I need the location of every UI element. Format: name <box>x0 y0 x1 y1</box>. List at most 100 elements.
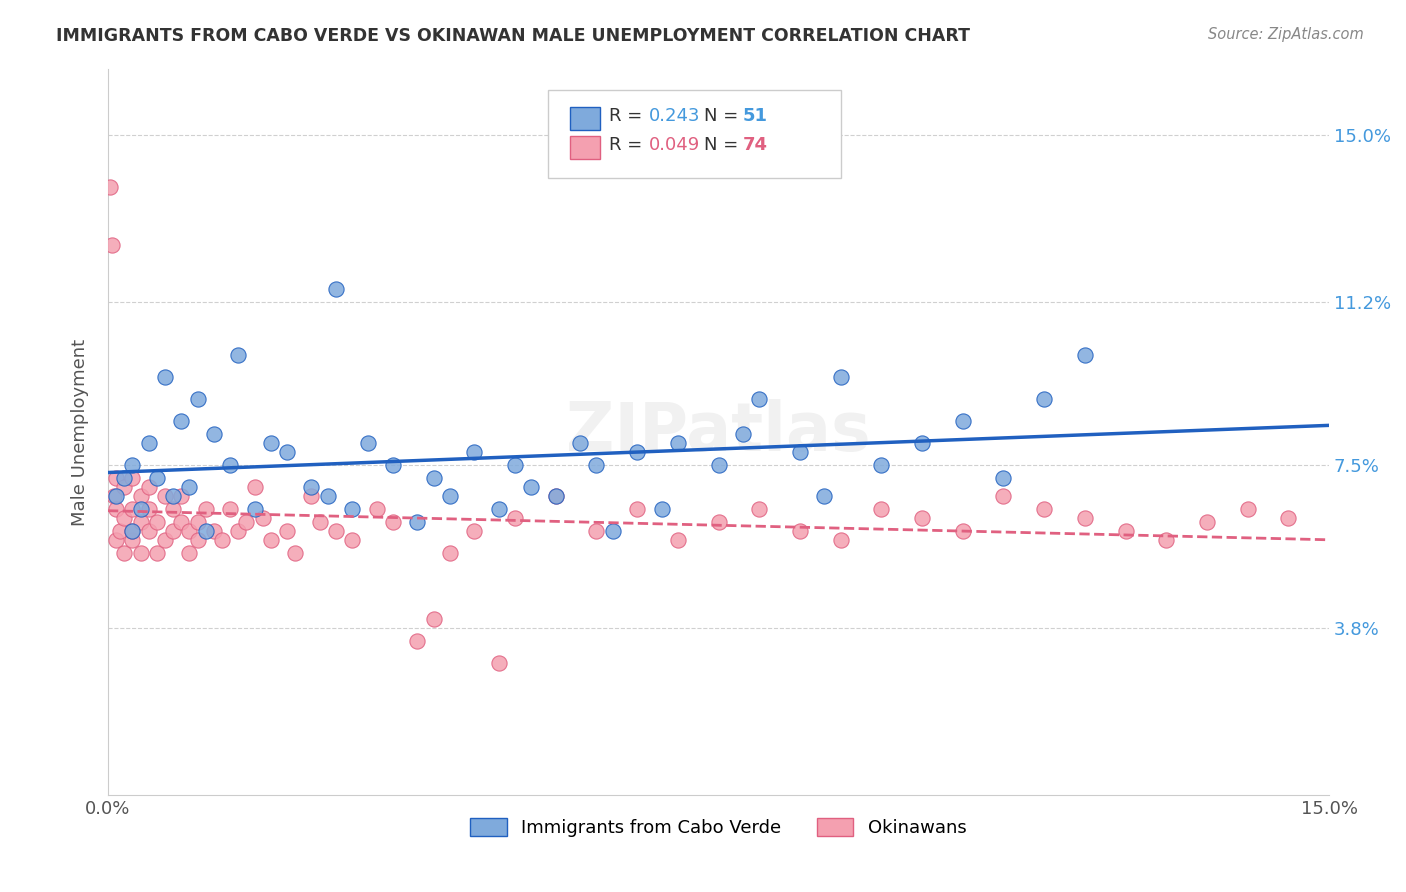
Point <box>138 524 160 538</box>
Point <box>121 524 143 538</box>
Point <box>129 516 152 530</box>
Text: ZIPatlas: ZIPatlas <box>567 399 870 465</box>
Point <box>186 392 208 406</box>
Point <box>503 458 526 472</box>
Point <box>235 516 257 530</box>
Point <box>544 489 567 503</box>
Point <box>626 444 648 458</box>
FancyBboxPatch shape <box>569 136 600 160</box>
Point <box>1236 502 1258 516</box>
Point <box>129 489 152 503</box>
Point <box>602 524 624 538</box>
FancyBboxPatch shape <box>547 90 841 178</box>
Point <box>830 370 852 384</box>
Point <box>748 392 770 406</box>
Point <box>101 237 124 252</box>
Text: 74: 74 <box>742 136 768 153</box>
Point <box>170 489 193 503</box>
Point <box>422 471 444 485</box>
Point <box>325 282 347 296</box>
Point <box>112 471 135 485</box>
Point <box>366 502 388 516</box>
Point <box>162 524 184 538</box>
Point <box>707 458 730 472</box>
Point <box>1033 392 1056 406</box>
Point <box>301 480 323 494</box>
Point <box>870 458 893 472</box>
Text: R =: R = <box>609 136 648 153</box>
Point <box>731 427 754 442</box>
Point <box>105 533 128 547</box>
Point <box>666 533 689 547</box>
Point <box>243 480 266 494</box>
Point <box>162 502 184 516</box>
Point <box>707 516 730 530</box>
Point <box>153 370 176 384</box>
Text: 0.049: 0.049 <box>650 136 700 153</box>
Point <box>138 436 160 450</box>
Point <box>153 489 176 503</box>
Point <box>129 546 152 560</box>
Point <box>179 480 201 494</box>
Point <box>381 458 404 472</box>
Point <box>202 427 225 442</box>
Point <box>952 414 974 428</box>
Point <box>503 511 526 525</box>
Text: 51: 51 <box>742 107 768 125</box>
Point <box>1074 348 1097 362</box>
Point <box>585 458 607 472</box>
Point <box>186 533 208 547</box>
Point <box>112 511 135 525</box>
Point <box>1074 511 1097 525</box>
Point <box>439 546 461 560</box>
Point <box>301 489 323 503</box>
Point <box>105 502 128 516</box>
Point <box>226 524 249 538</box>
Point <box>121 502 143 516</box>
Point <box>1115 524 1137 538</box>
Point <box>406 516 429 530</box>
Point <box>340 502 363 516</box>
Point <box>153 533 176 547</box>
Point <box>170 516 193 530</box>
Point <box>179 546 201 560</box>
Text: IMMIGRANTS FROM CABO VERDE VS OKINAWAN MALE UNEMPLOYMENT CORRELATION CHART: IMMIGRANTS FROM CABO VERDE VS OKINAWAN M… <box>56 27 970 45</box>
Point <box>276 524 298 538</box>
Point <box>138 480 160 494</box>
Point <box>194 524 217 538</box>
Point <box>911 511 934 525</box>
Point <box>1033 502 1056 516</box>
Point <box>650 502 672 516</box>
Point <box>276 444 298 458</box>
Point <box>211 533 233 547</box>
Point <box>422 612 444 626</box>
Point <box>243 502 266 516</box>
Point <box>340 533 363 547</box>
Point <box>569 436 592 450</box>
Point <box>219 458 242 472</box>
Point <box>325 524 347 538</box>
Point <box>316 489 339 503</box>
Point <box>813 489 835 503</box>
Point <box>105 489 128 503</box>
Point <box>146 546 169 560</box>
Point <box>463 444 485 458</box>
Point <box>520 480 543 494</box>
Point <box>121 458 143 472</box>
Point <box>993 489 1015 503</box>
Point <box>108 524 131 538</box>
Point <box>1277 511 1299 525</box>
Point <box>911 436 934 450</box>
Point <box>260 436 283 450</box>
Text: N =: N = <box>704 136 744 153</box>
Point <box>252 511 274 525</box>
Point <box>226 348 249 362</box>
Point <box>121 471 143 485</box>
Point <box>100 180 122 194</box>
Point <box>406 634 429 648</box>
Point <box>202 524 225 538</box>
Point <box>103 489 125 503</box>
Point <box>585 524 607 538</box>
Point <box>121 533 143 547</box>
Point <box>146 471 169 485</box>
